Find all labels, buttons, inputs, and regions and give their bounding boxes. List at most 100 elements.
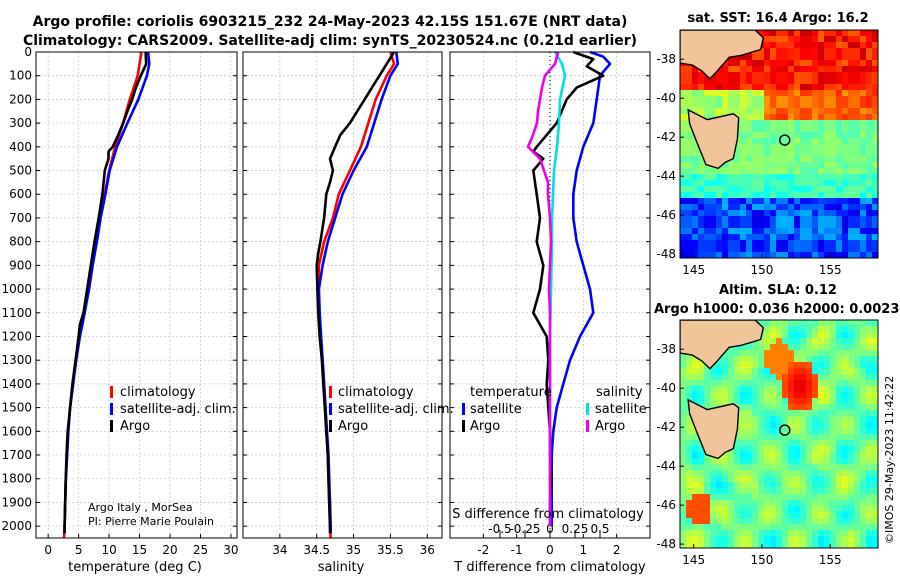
sst-cell xyxy=(758,48,765,55)
sla-cell xyxy=(728,470,735,477)
sla-cell xyxy=(806,326,813,333)
sst-cell xyxy=(770,36,777,43)
sla-cell xyxy=(806,530,813,537)
sst-cell xyxy=(680,162,687,169)
sst-cell xyxy=(854,78,861,85)
sst-cell xyxy=(824,192,831,199)
sst-cell xyxy=(836,168,843,175)
sla-cell xyxy=(836,350,843,357)
sst-cell xyxy=(704,96,711,103)
sst-cell xyxy=(680,198,687,205)
sla-cell xyxy=(872,350,878,357)
sla-cell xyxy=(848,488,855,495)
sla-cell xyxy=(764,398,771,405)
sla-cell xyxy=(728,500,735,507)
series-t-climatology xyxy=(62,51,143,539)
sla-cell xyxy=(860,506,867,513)
sla-cell xyxy=(752,344,759,351)
sla-cell xyxy=(728,524,735,531)
sst-cell xyxy=(752,108,759,115)
sst-cell xyxy=(854,204,861,211)
sla-cell xyxy=(728,380,735,387)
sst-cell xyxy=(848,120,855,127)
sst-cell xyxy=(764,138,771,145)
sst-cell xyxy=(866,96,873,103)
sst-cell xyxy=(758,72,765,79)
sla-cell xyxy=(770,476,777,483)
sst-cell xyxy=(692,90,699,97)
sst-cell xyxy=(866,102,873,109)
sla-cell xyxy=(716,512,723,519)
sst-cell xyxy=(710,96,717,103)
sla-cell xyxy=(866,482,873,489)
sla-cell xyxy=(806,446,813,453)
map-xtick-label: 150 xyxy=(750,553,773,567)
sla-cell xyxy=(800,500,807,507)
sla-cell xyxy=(752,404,759,411)
sst-cell xyxy=(794,192,801,199)
sst-cell xyxy=(812,216,819,223)
sst-cell xyxy=(782,120,789,127)
sst-cell xyxy=(752,198,759,205)
sst-cell xyxy=(860,90,867,97)
sst-cell xyxy=(854,72,861,79)
sla-cell xyxy=(752,446,759,453)
sla-cell xyxy=(842,452,849,459)
sla-cell xyxy=(698,494,705,501)
imos-watermark: ©IMOS 29-May-2023 11:42:22 xyxy=(883,376,896,544)
sst-cell xyxy=(794,180,801,187)
sst-cell xyxy=(728,252,735,258)
sst-cell xyxy=(752,138,759,145)
sla-cell xyxy=(830,332,837,339)
sla-cell xyxy=(806,440,813,447)
sst-cell xyxy=(800,222,807,229)
sst-cell xyxy=(782,240,789,247)
sla-cell xyxy=(740,464,747,471)
sla-cell xyxy=(866,326,873,333)
sst-cell xyxy=(854,222,861,229)
sla-cell xyxy=(698,470,705,477)
sla-cell xyxy=(746,512,753,519)
sst-cell xyxy=(698,84,705,91)
sla-cell xyxy=(710,530,717,537)
sla-cell xyxy=(830,320,837,327)
sla-cell xyxy=(788,494,795,501)
sla-cell xyxy=(764,404,771,411)
sla-cell xyxy=(854,476,861,483)
sla-cell xyxy=(722,452,729,459)
sst-cell xyxy=(830,42,837,49)
sst-cell xyxy=(680,72,687,79)
sla-cell xyxy=(704,470,711,477)
sst-cell xyxy=(806,186,813,193)
sla-cell xyxy=(830,416,837,423)
sst-cell xyxy=(680,132,687,139)
sst-cell xyxy=(836,60,843,67)
sla-cell xyxy=(812,494,819,501)
sst-cell xyxy=(758,234,765,241)
sst-cell xyxy=(860,228,867,235)
sla-cell xyxy=(740,428,747,435)
sst-cell xyxy=(788,228,795,235)
sla-cell xyxy=(794,356,801,363)
legend3-s-satellite-label: satellite xyxy=(595,402,647,417)
sla-cell xyxy=(752,542,759,548)
sst-cell xyxy=(842,162,849,169)
sst-cell xyxy=(740,174,747,181)
sla-cell xyxy=(686,500,693,507)
sla-cell xyxy=(866,464,873,471)
sla-cell xyxy=(692,512,699,519)
sst-cell xyxy=(872,48,878,55)
sst-cell xyxy=(782,126,789,133)
sla-cell xyxy=(770,374,777,381)
sst-cell xyxy=(860,96,867,103)
sla-cell xyxy=(812,398,819,405)
sla-cell xyxy=(836,542,843,548)
sst-cell xyxy=(758,240,765,247)
sst-cell xyxy=(866,114,873,121)
sst-cell xyxy=(746,168,753,175)
sla-cell xyxy=(776,470,783,477)
sla-cell xyxy=(764,542,771,548)
sla-cell xyxy=(842,338,849,345)
sst-cell xyxy=(854,36,861,43)
sst-cell xyxy=(758,78,765,85)
